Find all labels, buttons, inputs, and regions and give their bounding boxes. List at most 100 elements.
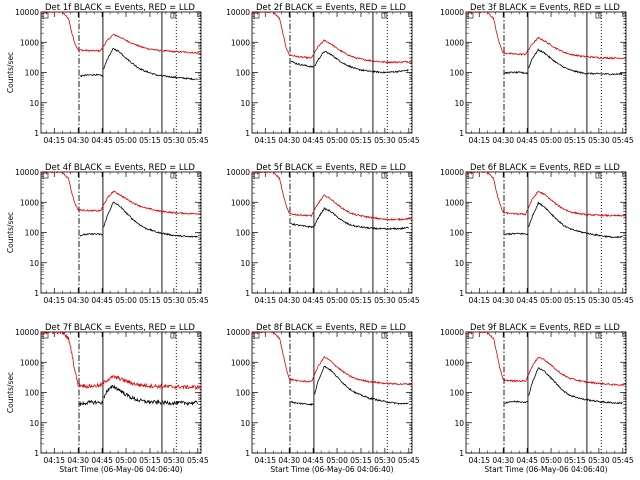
y-tick-label: 1	[459, 289, 464, 298]
plot-frame	[465, 331, 627, 454]
trace-group	[41, 12, 201, 81]
x-tick-label: 04:15	[468, 296, 490, 305]
plot-frame	[465, 171, 627, 294]
panel-title: Det 8f BLACK = Events, RED = LLD	[256, 323, 406, 333]
x-tick-label: 05:00	[115, 456, 137, 465]
x-tick-label: 05:30	[588, 136, 610, 145]
x-tick-label: 04:15	[254, 456, 276, 465]
trace-group	[252, 12, 412, 74]
x-tick-label: 05:15	[139, 296, 161, 305]
trace-group	[41, 332, 201, 406]
x-tick-label: 04:15	[254, 136, 276, 145]
flag-box	[595, 172, 602, 179]
plot-frame	[40, 171, 202, 294]
x-tick-label: 05:15	[350, 296, 372, 305]
x-tick-label: 04:30	[492, 456, 514, 465]
y-tick-label: 1000	[20, 358, 39, 367]
flag-box	[170, 12, 177, 19]
y-tick-label: 1000	[20, 198, 39, 207]
x-axis-label: Start Time (06-May-06 04:06:40)	[484, 465, 607, 474]
x-tick-label: 05:15	[350, 136, 372, 145]
events-trace-post	[314, 207, 409, 231]
lld-trace	[466, 172, 626, 218]
y-tick-label: 1000	[445, 358, 464, 367]
x-tick-label: 05:15	[139, 136, 161, 145]
x-tick-label: 05:00	[115, 136, 137, 145]
x-tick-label: 05:45	[187, 456, 209, 465]
x-tick-label: 05:30	[374, 136, 396, 145]
y-axis-label: Counts/sec	[6, 212, 15, 253]
panel-5: Det 5f BLACK = Events, RED = LLD 1 10 100 10…	[226, 163, 420, 305]
y-tick-label: 100	[25, 229, 40, 238]
flag-box	[381, 332, 388, 339]
panel-title: Det 9f BLACK = Events, RED = LLD	[470, 323, 620, 333]
events-trace-post	[314, 51, 409, 74]
x-tick-label: 04:30	[492, 136, 514, 145]
y-axis-label: Counts/sec	[6, 52, 15, 93]
x-tick-label: 05:00	[540, 296, 562, 305]
y-tick-label: 100	[25, 69, 40, 78]
plot-frame	[40, 11, 202, 134]
trace-group	[466, 332, 626, 405]
flag-box	[467, 332, 474, 339]
events-trace-post	[103, 47, 198, 81]
y-tick-label: 1000	[231, 198, 250, 207]
lld-trace	[252, 332, 412, 386]
y-tick-label: 100	[450, 389, 465, 398]
panel-4: Det 4f BLACK = Events, RED = LLD 1 10 100 10…	[6, 163, 209, 305]
y-tick-label: 1	[459, 449, 464, 458]
events-trace-post	[314, 365, 409, 405]
lld-trace	[252, 12, 412, 64]
y-tick-label: 10000	[226, 328, 250, 337]
y-tick-label: 100	[450, 69, 465, 78]
y-tick-label: 1000	[20, 38, 39, 47]
x-tick-label: 04:45	[302, 456, 324, 465]
x-tick-label: 05:15	[564, 296, 586, 305]
x-tick-label: 04:15	[43, 456, 65, 465]
y-tick-label: 10000	[15, 168, 39, 177]
x-tick-label: 04:45	[516, 456, 538, 465]
lld-trace	[466, 332, 626, 387]
plot-frame	[251, 331, 413, 454]
y-tick-label: 10000	[440, 168, 464, 177]
x-tick-label: 04:30	[67, 456, 89, 465]
x-tick-label: 05:00	[326, 296, 348, 305]
y-tick-label: 100	[450, 229, 465, 238]
x-tick-label: 05:00	[540, 456, 562, 465]
flag-box	[42, 172, 49, 179]
x-tick-label: 05:45	[398, 296, 420, 305]
x-tick-label: 05:15	[564, 136, 586, 145]
flag-box	[253, 332, 260, 339]
y-tick-label: 1000	[445, 198, 464, 207]
trace-group	[41, 172, 201, 238]
panel-title: Det 6f BLACK = Events, RED = LLD	[470, 163, 620, 173]
y-tick-label: 10000	[15, 8, 39, 17]
y-tick-label: 10000	[440, 328, 464, 337]
x-tick-label: 04:45	[302, 296, 324, 305]
events-trace-pre	[504, 232, 528, 236]
y-tick-label: 10000	[226, 8, 250, 17]
x-tick-label: 05:45	[398, 456, 420, 465]
x-tick-label: 05:00	[326, 136, 348, 145]
events-trace-post	[103, 384, 198, 406]
trace-group	[252, 332, 412, 406]
x-tick-label: 04:45	[516, 296, 538, 305]
y-axis-label: Counts/sec	[6, 372, 15, 413]
y-tick-label: 1000	[231, 38, 250, 47]
x-tick-label: 04:15	[254, 296, 276, 305]
flag-box	[381, 172, 388, 179]
y-tick-label: 1	[34, 289, 39, 298]
x-tick-label: 04:45	[91, 456, 113, 465]
x-tick-label: 05:30	[163, 296, 185, 305]
plot-frame	[251, 171, 413, 294]
x-tick-label: 04:45	[91, 136, 113, 145]
x-tick-label: 04:30	[67, 296, 89, 305]
x-tick-label: 05:30	[588, 456, 610, 465]
lld-trace	[41, 172, 201, 216]
x-tick-label: 04:45	[91, 296, 113, 305]
y-tick-label: 10	[29, 419, 39, 428]
x-tick-label: 04:30	[278, 456, 300, 465]
trace-group	[466, 172, 626, 239]
events-trace-pre	[79, 399, 104, 406]
x-tick-label: 05:30	[374, 456, 396, 465]
